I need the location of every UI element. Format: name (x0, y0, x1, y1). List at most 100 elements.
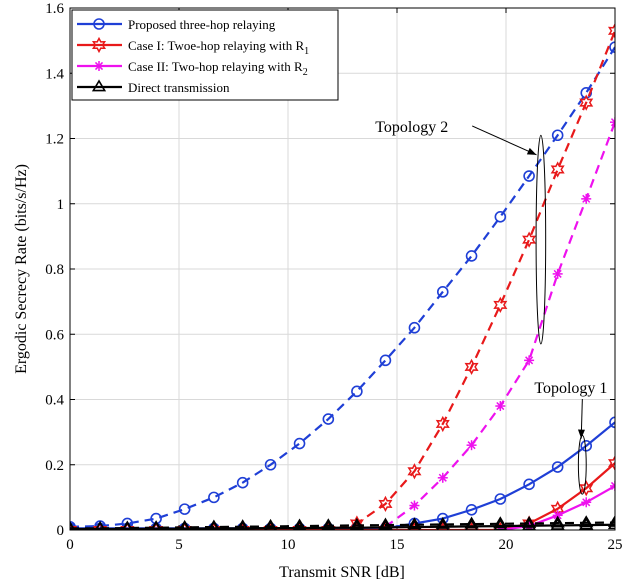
x-tick-label: 0 (66, 537, 74, 553)
legend-label: Direct transmission (128, 80, 230, 95)
legend-marker (94, 61, 104, 71)
annotations: Topology 2 Topology 1 (375, 119, 607, 495)
annotation-arrow (471, 125, 537, 156)
data-point (321, 518, 336, 530)
data-point (551, 461, 564, 473)
data-point (495, 401, 506, 412)
annotation-ellipse (535, 134, 547, 345)
data-point (178, 503, 191, 515)
data-point (178, 519, 191, 530)
annotation-label: Topology 1 (534, 380, 607, 397)
x-tick-label: 20 (499, 537, 514, 553)
data-point (581, 193, 592, 204)
x-tick-label: 15 (390, 537, 405, 553)
data-point (292, 521, 307, 530)
data-point (236, 476, 249, 489)
legend-entry: Proposed three-hop relaying (77, 17, 276, 32)
legend-marker (93, 18, 105, 30)
data-point (437, 472, 448, 483)
data-point (464, 516, 479, 529)
data-point (236, 519, 250, 530)
data-point (581, 497, 592, 508)
legend-marker (91, 79, 107, 92)
data-point (465, 250, 478, 262)
data-point (550, 161, 565, 178)
legend-marker (91, 36, 107, 54)
annotation-label: Topology 2 (375, 119, 448, 136)
legend: Proposed three-hop relaying Case I: Twoe-… (71, 9, 339, 101)
data-point (435, 415, 450, 433)
data-point (264, 458, 277, 471)
data-point (464, 358, 479, 375)
data-point (293, 437, 306, 450)
y-tick-label: 1.6 (45, 1, 64, 17)
data-point (494, 211, 507, 223)
x-tick-label: 25 (608, 537, 623, 553)
data-point (207, 519, 221, 530)
data-point (351, 385, 363, 398)
series-topology-2-asterisk (380, 117, 615, 530)
data-point (408, 519, 421, 530)
data-point (93, 521, 108, 530)
x-tick-label: 10 (281, 537, 296, 553)
x-tick-label: 5 (175, 537, 183, 553)
y-tick-label: 0.6 (45, 327, 64, 343)
data-point (522, 231, 537, 248)
data-point (379, 354, 392, 367)
data-point (610, 117, 615, 128)
data-point (494, 493, 507, 505)
series-topology-2-circle (70, 41, 615, 530)
data-point (607, 514, 615, 527)
y-tick-label: 0.2 (45, 458, 64, 474)
data-point (609, 41, 615, 53)
data-point (552, 268, 563, 279)
y-tick-label: 0 (57, 523, 65, 539)
data-point (409, 500, 420, 511)
data-point (607, 22, 615, 39)
legend-label: Case I: Twoe-hop relaying with R1 (128, 38, 309, 57)
y-tick-label: 0.4 (45, 393, 64, 409)
data-point (466, 440, 477, 451)
data-point (120, 521, 135, 530)
legend-entry: Direct transmission (77, 79, 230, 95)
data-point (523, 478, 535, 491)
data-point (493, 516, 508, 529)
data-point (407, 463, 422, 480)
data-point (579, 515, 594, 528)
data-point (579, 94, 594, 111)
y-axis-label: Ergodic Secrecy Rate (bits/s/Hz) (13, 164, 30, 374)
data-point (322, 413, 335, 425)
data-point (435, 516, 450, 529)
y-tick-label: 1.4 (45, 66, 64, 82)
data-point (407, 517, 422, 530)
data-point (349, 517, 364, 530)
legend-label: Proposed three-hop relaying (128, 17, 276, 32)
data-point (493, 296, 508, 314)
data-point (94, 520, 106, 530)
data-point (408, 321, 421, 334)
legend-entry: Case II: Two-hop relaying with R2 (77, 59, 308, 78)
data-point (465, 503, 478, 516)
data-point (263, 518, 278, 530)
data-point (378, 495, 393, 513)
data-point (351, 520, 363, 530)
series-line (70, 521, 615, 530)
data-point (378, 517, 393, 530)
data-point (609, 416, 615, 429)
data-point (523, 170, 535, 182)
plot-frame (69, 7, 616, 531)
data-point (552, 510, 563, 521)
data-point (607, 455, 615, 472)
annotation-2: Topology 1 (534, 380, 607, 495)
data-point (70, 520, 76, 530)
data-point (551, 129, 564, 142)
data-point (522, 515, 537, 528)
y-tick-label: 1 (57, 197, 65, 213)
data-point (150, 520, 162, 530)
data-point (208, 491, 220, 504)
data-point (524, 355, 535, 366)
data-point (579, 480, 594, 497)
series-layer (70, 22, 615, 530)
data-point (379, 519, 392, 530)
